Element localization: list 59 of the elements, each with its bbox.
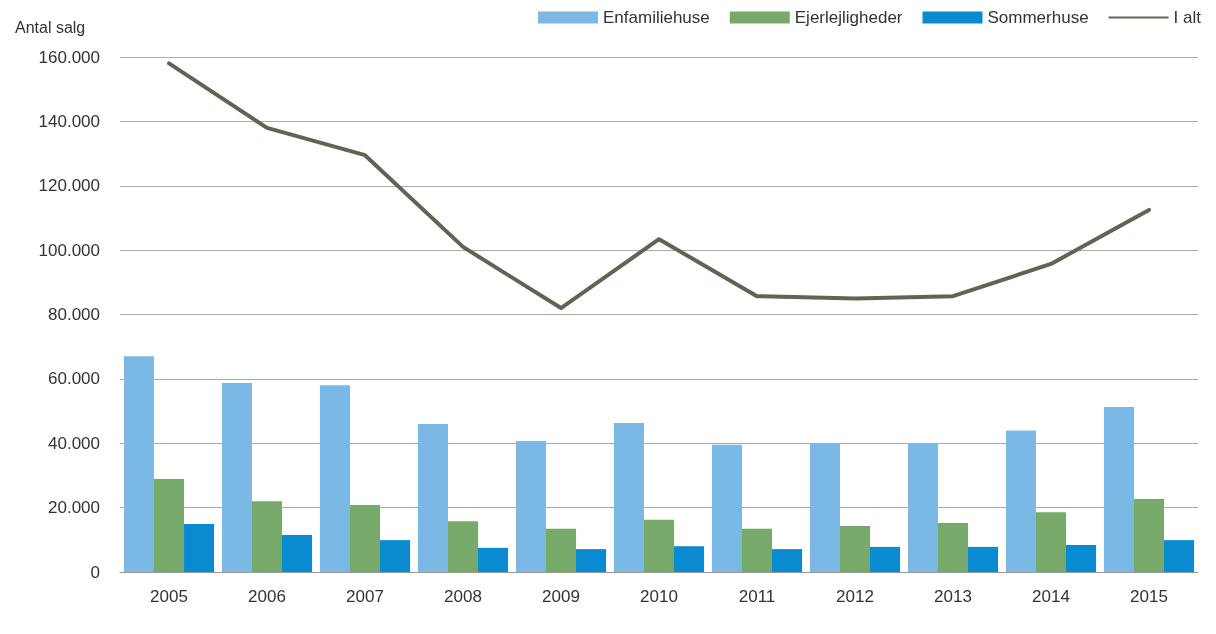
bar	[870, 546, 901, 572]
legend-label: Ejerlejligheder	[794, 8, 903, 27]
y-tick-label: 60.000	[48, 369, 100, 389]
x-tick-label: 2006	[248, 587, 286, 606]
y-tick-label: 40.000	[48, 433, 100, 453]
bar	[545, 528, 577, 572]
y-tick-label: 20.000	[48, 498, 100, 518]
y-tick-label: 80.000	[48, 305, 100, 324]
x-tick-label: 2007	[346, 587, 384, 606]
bar	[447, 521, 479, 572]
bar	[711, 444, 742, 572]
bar	[1133, 498, 1165, 572]
bar	[1005, 430, 1036, 572]
bar	[515, 441, 546, 572]
bar	[478, 547, 509, 572]
bar	[937, 523, 969, 572]
y-tick-label: 100.000	[38, 240, 100, 260]
y-axis-title: Antal salg	[15, 18, 86, 36]
bar	[153, 478, 185, 572]
x-tick-label: 2008	[444, 587, 482, 606]
bar	[643, 519, 675, 572]
bar	[349, 505, 381, 572]
bar	[123, 356, 154, 572]
x-tick-label: 2012	[836, 587, 874, 606]
bar	[576, 549, 607, 572]
x-tick-label: 2011	[738, 587, 776, 606]
bar	[282, 534, 313, 572]
bar	[221, 383, 252, 572]
legend-label: Enfamiliehuse	[603, 8, 710, 27]
bar	[968, 546, 999, 572]
bar	[613, 422, 644, 572]
bar	[380, 540, 411, 572]
x-tick-label: 2013	[934, 587, 972, 606]
bar	[417, 423, 448, 572]
bar	[907, 443, 938, 572]
x-tick-label: 2009	[542, 587, 580, 606]
y-tick-label: 0	[90, 562, 100, 582]
x-tick-label: 2015	[1130, 587, 1168, 606]
x-tick-label: 2005	[150, 587, 188, 606]
bar	[1164, 540, 1195, 572]
bar	[319, 385, 350, 572]
line-series	[167, 61, 1151, 311]
bar	[1035, 512, 1067, 572]
bar	[1066, 544, 1097, 572]
y-tick-label: 160.000	[38, 47, 100, 67]
bar	[809, 443, 840, 572]
x-tick-label: 2010	[640, 587, 678, 606]
bar	[1103, 406, 1134, 572]
x-tick-label: 2014	[1032, 587, 1070, 606]
bar	[839, 525, 871, 572]
bar	[251, 501, 283, 572]
bar	[741, 528, 773, 572]
bar	[184, 524, 215, 572]
legend-label: Sommerhuse	[987, 8, 1089, 27]
bar	[674, 546, 705, 572]
y-tick-label: 140.000	[38, 111, 100, 131]
bar	[772, 549, 803, 572]
legend-label: I alt	[1173, 8, 1202, 27]
y-tick-label: 120.000	[38, 176, 100, 196]
